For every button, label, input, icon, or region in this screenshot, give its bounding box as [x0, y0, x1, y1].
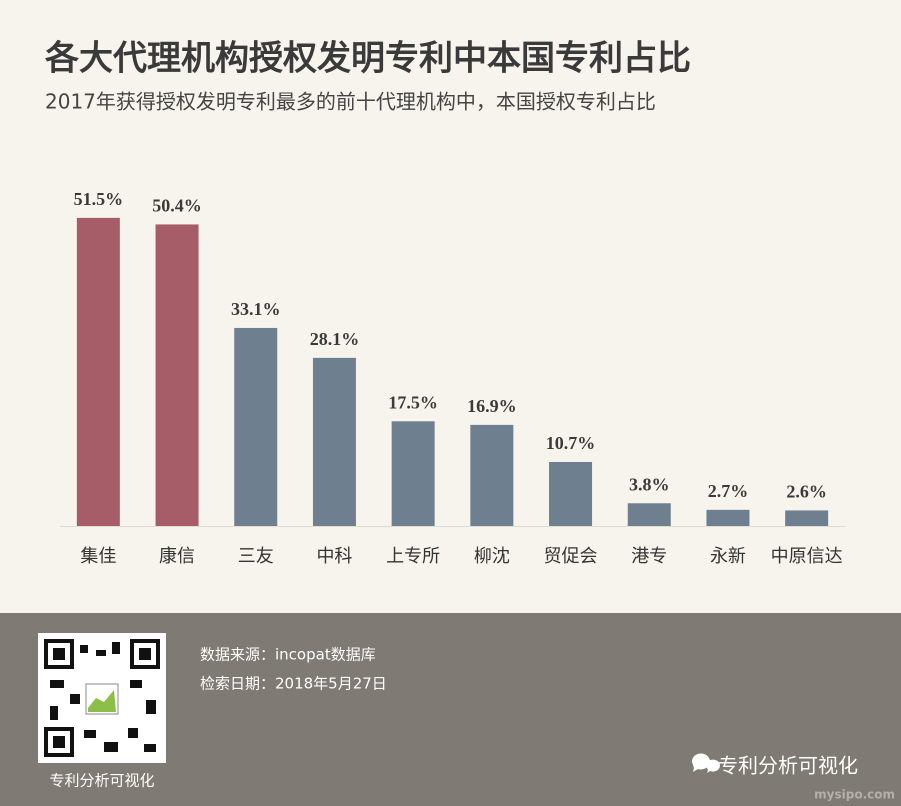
bar — [470, 424, 514, 526]
background — [0, 0, 901, 613]
date-note: 检索日期：2018年5月27日 — [200, 675, 387, 693]
x-tick-label: 柳沈 — [474, 546, 510, 567]
bar — [627, 503, 671, 526]
value-label: 17.5% — [388, 392, 438, 412]
account-name: 专利分析可视化 — [718, 754, 858, 778]
value-label: 2.7% — [708, 481, 749, 501]
value-label: 3.8% — [629, 474, 670, 494]
watermark: mysipo.com — [814, 788, 895, 802]
wechat-icon — [691, 753, 720, 773]
value-label: 2.6% — [786, 482, 827, 502]
x-tick-label: 中原信达 — [771, 546, 843, 567]
x-tick-label: 集佳 — [80, 546, 116, 567]
bar — [549, 461, 593, 526]
qr-code — [38, 633, 166, 763]
value-label: 51.5% — [74, 189, 124, 209]
bar — [391, 421, 435, 526]
value-label: 50.4% — [152, 196, 202, 216]
value-label: 16.9% — [467, 396, 517, 416]
chart-subtitle: 2017年获得授权发明专利最多的前十代理机构中，本国授权专利占比 — [45, 90, 656, 114]
bar — [234, 327, 278, 526]
x-tick-label: 永新 — [710, 546, 746, 567]
x-tick-label: 康信 — [159, 546, 195, 567]
value-label: 28.1% — [310, 329, 360, 349]
source-note: 数据来源：incopat数据库 — [200, 646, 376, 664]
value-label: 33.1% — [231, 299, 281, 319]
value-label: 10.7% — [546, 433, 596, 453]
x-tick-label: 三友 — [238, 546, 274, 567]
chart-title: 各大代理机构授权发明专利中本国专利占比 — [45, 39, 691, 79]
bar — [76, 217, 120, 526]
x-tick-label: 上专所 — [386, 546, 440, 567]
bar — [785, 510, 829, 526]
bar — [312, 357, 356, 526]
qr-caption: 专利分析可视化 — [49, 772, 154, 790]
x-tick-label: 中科 — [316, 546, 352, 567]
x-tick-label: 港专 — [631, 546, 667, 567]
bar — [155, 224, 199, 526]
bar — [706, 509, 750, 526]
x-tick-label: 贸促会 — [544, 546, 598, 567]
